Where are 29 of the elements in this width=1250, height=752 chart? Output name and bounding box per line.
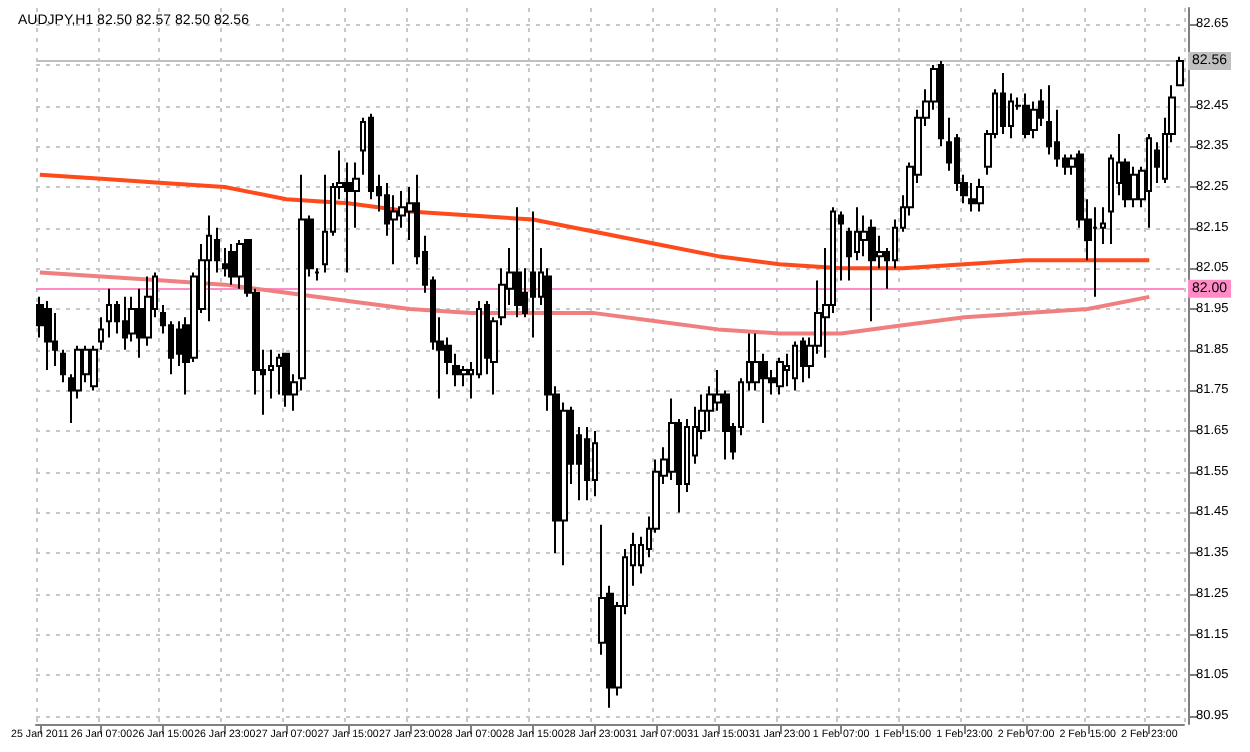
- candlestick: [1176, 55, 1184, 87]
- candlestick: [228, 242, 236, 286]
- candlestick: [530, 210, 536, 339]
- candlestick: [776, 356, 784, 396]
- candlestick: [222, 247, 228, 278]
- candlestick: [1092, 206, 1098, 298]
- candlestick: [800, 336, 806, 384]
- candlestick: [282, 352, 290, 408]
- candlestick: [106, 287, 112, 339]
- candlestick: [938, 59, 944, 148]
- line-series: [37, 172, 1152, 271]
- candlestick: [122, 295, 128, 351]
- candlestick: [44, 299, 52, 372]
- candlestick: [584, 426, 590, 502]
- candlestick: [1022, 92, 1030, 140]
- candlestick: [868, 218, 876, 323]
- candlestick: [206, 214, 212, 323]
- candlestick: [1146, 133, 1152, 229]
- candlestick: [236, 238, 244, 290]
- candlestick: [1130, 165, 1138, 209]
- candlestick: [592, 430, 598, 498]
- candlestick: [60, 348, 66, 384]
- candlestick: [792, 340, 798, 392]
- candlestick: [1000, 72, 1006, 136]
- candlestick: [968, 181, 976, 213]
- candlestick: [976, 177, 984, 213]
- line-series: [37, 270, 1152, 336]
- candlestick: [322, 173, 328, 274]
- candlestick: [514, 206, 522, 319]
